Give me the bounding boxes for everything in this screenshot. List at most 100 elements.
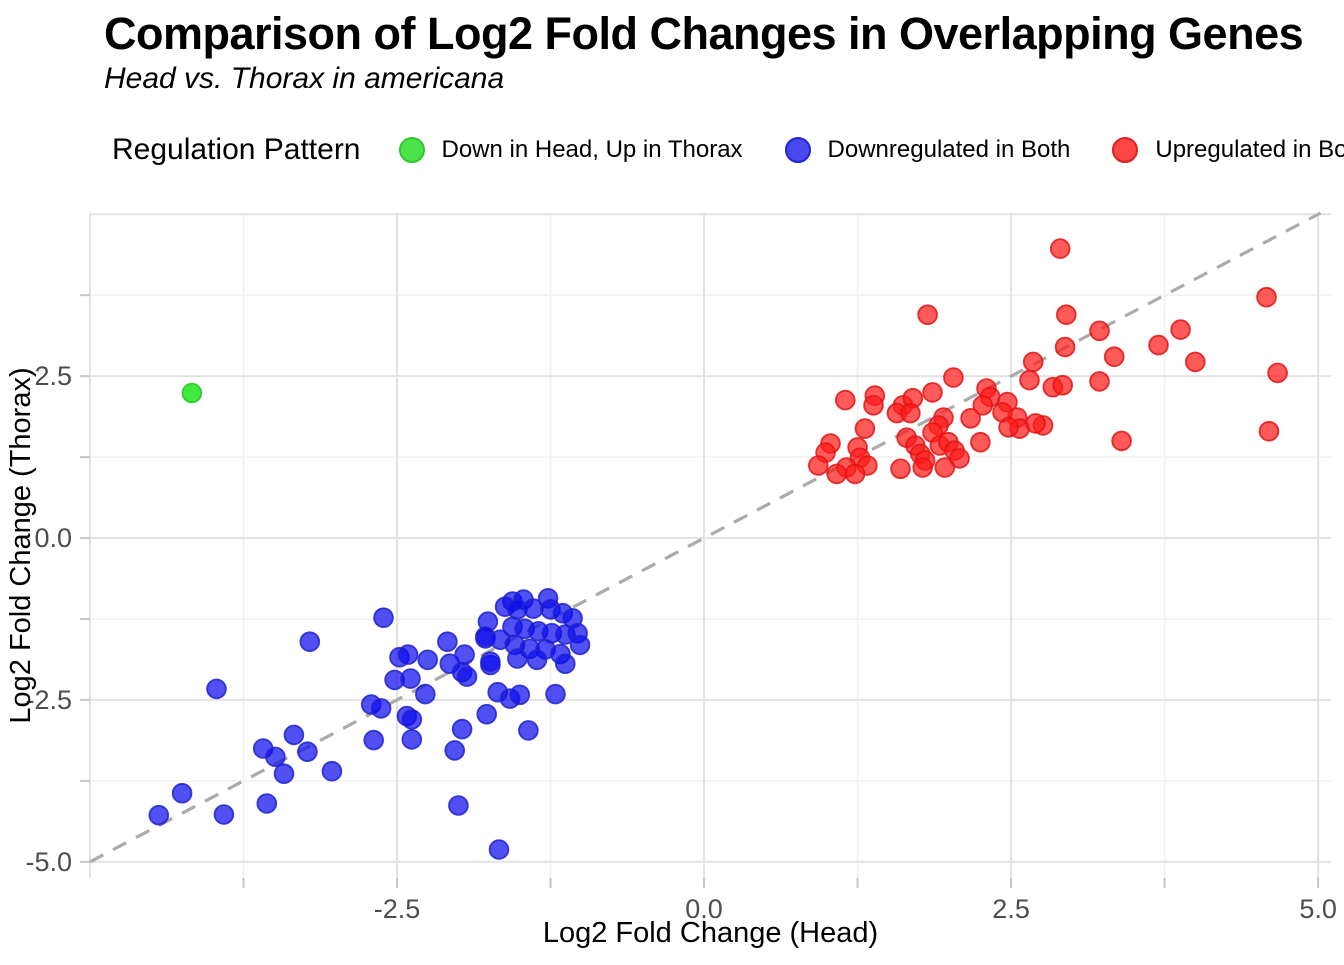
- series-1: [148, 587, 591, 860]
- data-point: [401, 729, 423, 750]
- svg-text:2.5: 2.5: [992, 894, 1030, 924]
- data-point: [554, 653, 576, 674]
- data-point: [522, 598, 544, 619]
- data-point: [480, 651, 501, 672]
- data-point: [401, 709, 423, 730]
- page-subtitle: Head vs. Thorax in americana: [104, 62, 505, 95]
- series-0: [181, 382, 203, 404]
- data-point: [545, 683, 566, 705]
- legend-item-upregulated-both: Upregulated in Both: [1112, 136, 1344, 164]
- data-point: [972, 394, 994, 416]
- data-point: [397, 644, 419, 665]
- data-point: [934, 457, 956, 478]
- data-point: [1267, 362, 1288, 384]
- svg-text:Log2 Fold Change (Head): Log2 Fold Change (Head): [543, 917, 878, 949]
- data-point: [454, 644, 475, 665]
- data-point: [943, 367, 964, 388]
- legend-item-label: Upregulated in Both: [1155, 136, 1344, 163]
- data-point: [526, 649, 548, 671]
- data-point: [414, 683, 436, 705]
- data-point: [998, 416, 1019, 438]
- data-point: [807, 455, 829, 476]
- svg-text:0.0: 0.0: [685, 894, 723, 924]
- page-title: Comparison of Log2 Fold Changes in Overl…: [104, 8, 1304, 59]
- data-point: [1185, 351, 1206, 373]
- data-point: [1056, 304, 1077, 326]
- data-point: [863, 394, 884, 416]
- data-point: [569, 634, 591, 656]
- svg-text:-2.5: -2.5: [25, 685, 72, 715]
- data-point: [912, 457, 933, 478]
- blue-dot-icon: [784, 137, 811, 163]
- legend-item-down-head-up-thorax: Down in Head, Up in Thorax: [398, 136, 743, 164]
- green-dot-icon: [398, 137, 425, 163]
- data-point: [1049, 238, 1071, 259]
- data-point: [444, 740, 466, 761]
- data-point: [922, 382, 943, 403]
- data-point: [299, 631, 321, 652]
- legend-title: Regulation Pattern: [112, 133, 361, 166]
- svg-text:Log2 Fold Change (Thorax): Log2 Fold Change (Thorax): [5, 367, 37, 723]
- data-point: [834, 389, 856, 411]
- data-point: [297, 741, 318, 762]
- data-point: [148, 804, 170, 826]
- data-point: [518, 720, 539, 741]
- data-point: [256, 793, 278, 814]
- svg-text:-2.5: -2.5: [374, 894, 421, 924]
- data-point: [1170, 319, 1191, 340]
- data-point: [1256, 286, 1277, 308]
- data-point: [1054, 336, 1076, 358]
- data-point: [844, 463, 866, 485]
- data-point: [400, 668, 421, 689]
- data-point: [509, 684, 531, 706]
- data-point: [181, 382, 203, 404]
- legend: Regulation Pattern Down in Head, Up in T…: [112, 133, 1344, 167]
- legend-item-label: Downregulated in Both: [827, 136, 1071, 163]
- data-point: [949, 448, 970, 469]
- svg-text:-5.0: -5.0: [25, 847, 72, 877]
- data-point: [213, 804, 235, 825]
- data-point: [1052, 374, 1073, 396]
- data-point: [900, 402, 921, 424]
- data-point: [451, 718, 473, 740]
- data-point: [826, 463, 847, 485]
- data-point: [1111, 430, 1132, 452]
- data-point: [476, 703, 498, 725]
- series-2: [807, 238, 1288, 485]
- data-point: [1022, 351, 1044, 373]
- data-point: [456, 666, 478, 687]
- data-point: [171, 782, 193, 804]
- svg-text:0.0: 0.0: [34, 523, 72, 553]
- data-point: [1089, 371, 1110, 392]
- data-point: [1089, 320, 1110, 342]
- data-point: [854, 418, 876, 439]
- legend-item-label: Down in Head, Up in Thorax: [441, 136, 743, 163]
- svg-text:2.5: 2.5: [34, 361, 72, 391]
- data-point: [283, 724, 305, 746]
- legend-item-downregulated-both: Downregulated in Both: [784, 136, 1071, 164]
- data-point: [1025, 413, 1046, 434]
- data-point: [437, 631, 458, 652]
- data-point: [507, 648, 528, 669]
- data-point: [488, 839, 510, 860]
- data-point: [206, 678, 227, 700]
- data-point: [370, 698, 392, 719]
- data-point: [321, 760, 343, 782]
- data-point: [917, 304, 938, 326]
- data-point: [1103, 346, 1125, 368]
- data-point: [890, 458, 911, 480]
- data-point: [363, 729, 385, 751]
- data-point: [1148, 334, 1169, 356]
- data-point: [448, 795, 469, 816]
- data-point: [960, 407, 981, 429]
- data-point: [373, 607, 394, 628]
- red-dot-icon: [1112, 137, 1139, 163]
- svg-text:5.0: 5.0: [1299, 894, 1337, 924]
- data-point: [265, 746, 286, 768]
- data-point: [1258, 420, 1280, 442]
- data-point: [273, 763, 295, 784]
- data-point: [970, 431, 991, 453]
- data-point: [417, 649, 439, 671]
